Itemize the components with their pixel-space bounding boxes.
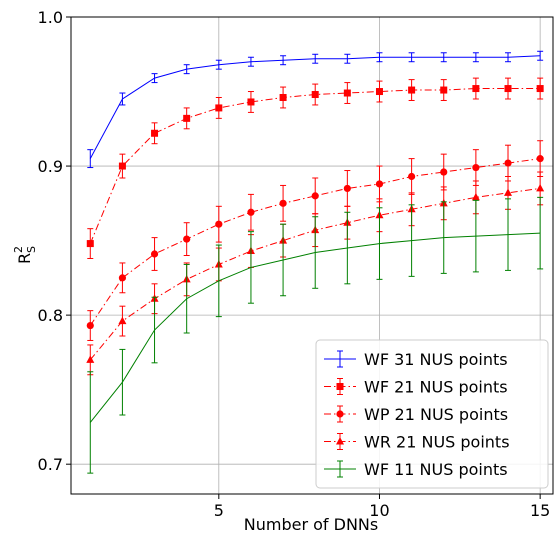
data-point [86, 240, 94, 248]
data-point [183, 114, 191, 122]
legend-marker [336, 383, 344, 390]
data-point [311, 91, 319, 99]
data-point [86, 321, 94, 330]
data-point [343, 89, 351, 97]
data-point [118, 162, 126, 170]
data-point [504, 188, 513, 196]
legend: WF 31 NUS points WF 21 NUS points WP 21 NU… [315, 339, 549, 489]
legend-label: WR 21 NUS points [364, 433, 510, 452]
series-line [89, 232, 541, 423]
legend-label: WF 11 NUS points [364, 460, 508, 479]
data-point [118, 274, 127, 282]
data-point [536, 183, 545, 192]
plot-frame [70, 16, 554, 495]
series-line [89, 158, 541, 326]
x-tick-label: 15 [530, 501, 550, 520]
y-tick-label: 1.0 [38, 8, 63, 27]
data-point [86, 355, 95, 363]
y-axis-title-sub: S [25, 246, 38, 253]
y-axis-title-sup: 2 [12, 246, 25, 253]
legend-label: WF 31 NUS points [364, 350, 508, 369]
series-2 [86, 77, 544, 259]
y-tick-label: 0.9 [38, 157, 63, 176]
data-point [471, 192, 480, 201]
legend-marker [336, 410, 344, 418]
data-point [375, 88, 383, 96]
series-3 [86, 140, 544, 341]
data-point [504, 159, 512, 167]
data-point [118, 316, 127, 325]
y-axis-title: RS2 [12, 246, 38, 264]
legend-entry: WF 11 NUS points [324, 460, 508, 479]
series-5 [87, 196, 544, 474]
series-line [89, 55, 541, 159]
series-1 [87, 50, 544, 169]
data-point [440, 168, 448, 176]
legend-entries: WF 31 NUS points WF 21 NUS points WP 21 NU… [324, 350, 510, 479]
data-point [151, 129, 159, 137]
data-point [343, 184, 351, 193]
legend-entry: WP 21 NUS points [324, 405, 508, 424]
data-point [215, 220, 223, 228]
data-point [279, 199, 287, 207]
data-point [504, 85, 512, 93]
data-point [311, 192, 319, 200]
data-point [279, 93, 287, 101]
legend-label: WF 21 NUS points [364, 378, 508, 397]
data-point [472, 163, 480, 172]
y-tick-label: 0.8 [38, 306, 63, 325]
legend-entry: WR 21 NUS points [324, 433, 510, 452]
data-point [375, 180, 384, 188]
x-axis-title: Number of DNNs [244, 515, 378, 534]
data-point [183, 235, 191, 243]
data-point [247, 98, 255, 106]
data-point [215, 104, 223, 112]
x-tick-label: 5 [214, 501, 224, 520]
ticks: 5 10 15 0.7 0.8 0.9 1.0 [38, 8, 551, 520]
legend-entry: WF 31 NUS points [324, 350, 508, 369]
y-tick-label: 0.7 [38, 455, 63, 474]
data-point [408, 86, 416, 94]
legend-entry: WF 21 NUS points [324, 378, 508, 397]
data-point [247, 208, 255, 216]
y-axis-title-main: R [15, 253, 34, 264]
data-point [408, 172, 416, 181]
legend-box [315, 339, 549, 489]
legend-label: WP 21 NUS points [364, 405, 508, 424]
legend-marker [336, 437, 344, 445]
series-layer [86, 50, 545, 474]
x-tick-label: 10 [369, 501, 389, 520]
data-point [472, 85, 480, 93]
data-point [440, 86, 448, 94]
data-point [536, 85, 544, 93]
data-point [150, 250, 159, 258]
data-point [536, 155, 544, 163]
